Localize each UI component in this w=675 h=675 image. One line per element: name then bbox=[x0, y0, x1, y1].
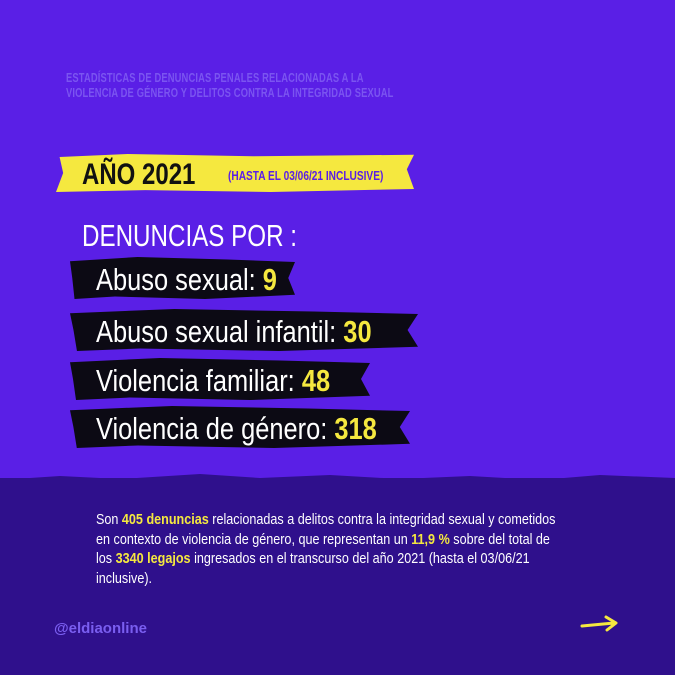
item-abuso-infantil: Abuso sexual infantil: 30 bbox=[96, 314, 372, 349]
strip-abuso-infantil bbox=[70, 309, 418, 351]
summary-paragraph: Son 405 denuncias relacionadas a delitos… bbox=[96, 511, 556, 587]
arrow-right-icon[interactable] bbox=[580, 614, 620, 634]
strip-violencia-familiar bbox=[70, 358, 370, 400]
subtitle: Estadísticas de denuncias penales relaci… bbox=[66, 70, 469, 100]
background-bottom bbox=[0, 478, 675, 675]
strip-abuso-sexual bbox=[70, 257, 295, 299]
year-title: AÑO 2021 bbox=[82, 158, 196, 191]
item-violencia-familiar: Violencia familiar: 48 bbox=[96, 363, 331, 398]
item-abuso-sexual: Abuso sexual: 9 bbox=[96, 262, 277, 297]
background-top bbox=[0, 0, 675, 480]
item-violencia-genero: Violencia de género: 318 bbox=[96, 411, 377, 446]
subtitle-line: Estadísticas de denuncias penales relaci… bbox=[66, 70, 364, 85]
section-heading: DENUNCIAS POR : bbox=[82, 218, 297, 253]
year-banner bbox=[56, 154, 414, 192]
social-handle: @eldiaonline bbox=[54, 620, 147, 637]
strip-violencia-genero bbox=[70, 406, 410, 448]
year-note: (HASTA EL 03/06/21 INCLUSIVE) bbox=[228, 168, 384, 183]
subtitle-line: violencia de género y delitos contra la … bbox=[66, 85, 394, 100]
